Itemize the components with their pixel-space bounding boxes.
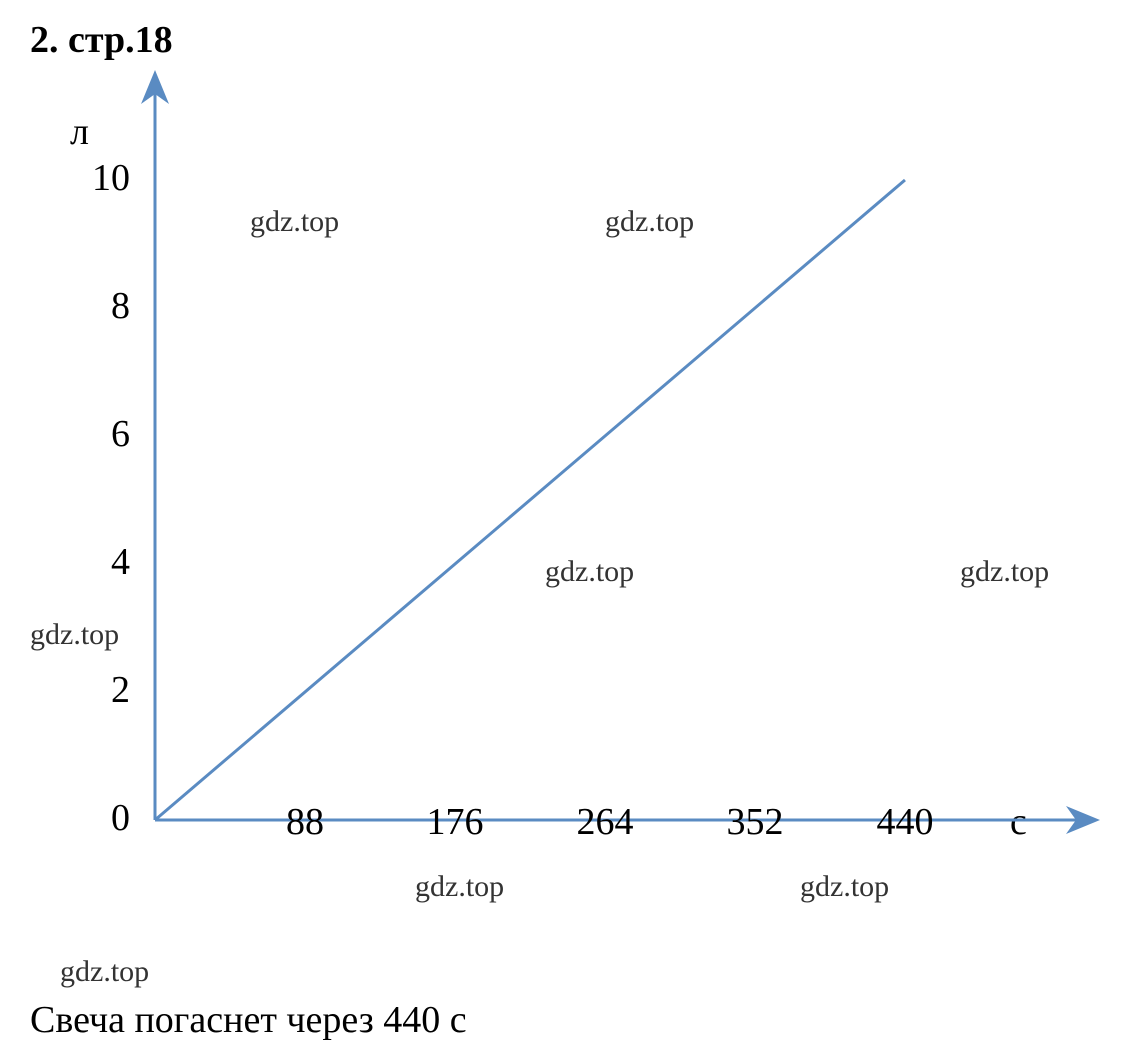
- x-tick-label: 352: [726, 800, 783, 844]
- watermark-text: gdz.top: [800, 870, 889, 904]
- chart-svg: [0, 0, 1148, 1060]
- watermark-text: gdz.top: [60, 955, 149, 989]
- y-tick-label: 0: [111, 796, 130, 840]
- x-tick-label: 440: [876, 800, 933, 844]
- watermark-text: gdz.top: [415, 870, 504, 904]
- x-tick-label: 264: [576, 800, 633, 844]
- watermark-text: gdz.top: [960, 555, 1049, 589]
- watermark-text: gdz.top: [605, 205, 694, 239]
- watermark-text: gdz.top: [545, 555, 634, 589]
- page-root: 2. стр.18 л c Свеча погаснет через 440 с…: [0, 0, 1148, 1060]
- data-line: [155, 180, 905, 820]
- y-tick-label: 10: [92, 156, 130, 200]
- watermark-text: gdz.top: [250, 205, 339, 239]
- y-tick-label: 2: [111, 668, 130, 712]
- y-tick-label: 6: [111, 412, 130, 456]
- y-tick-label: 4: [111, 540, 130, 584]
- x-tick-label: 88: [286, 800, 324, 844]
- y-tick-label: 8: [111, 284, 130, 328]
- watermark-text: gdz.top: [30, 618, 119, 652]
- x-tick-label: 176: [426, 800, 483, 844]
